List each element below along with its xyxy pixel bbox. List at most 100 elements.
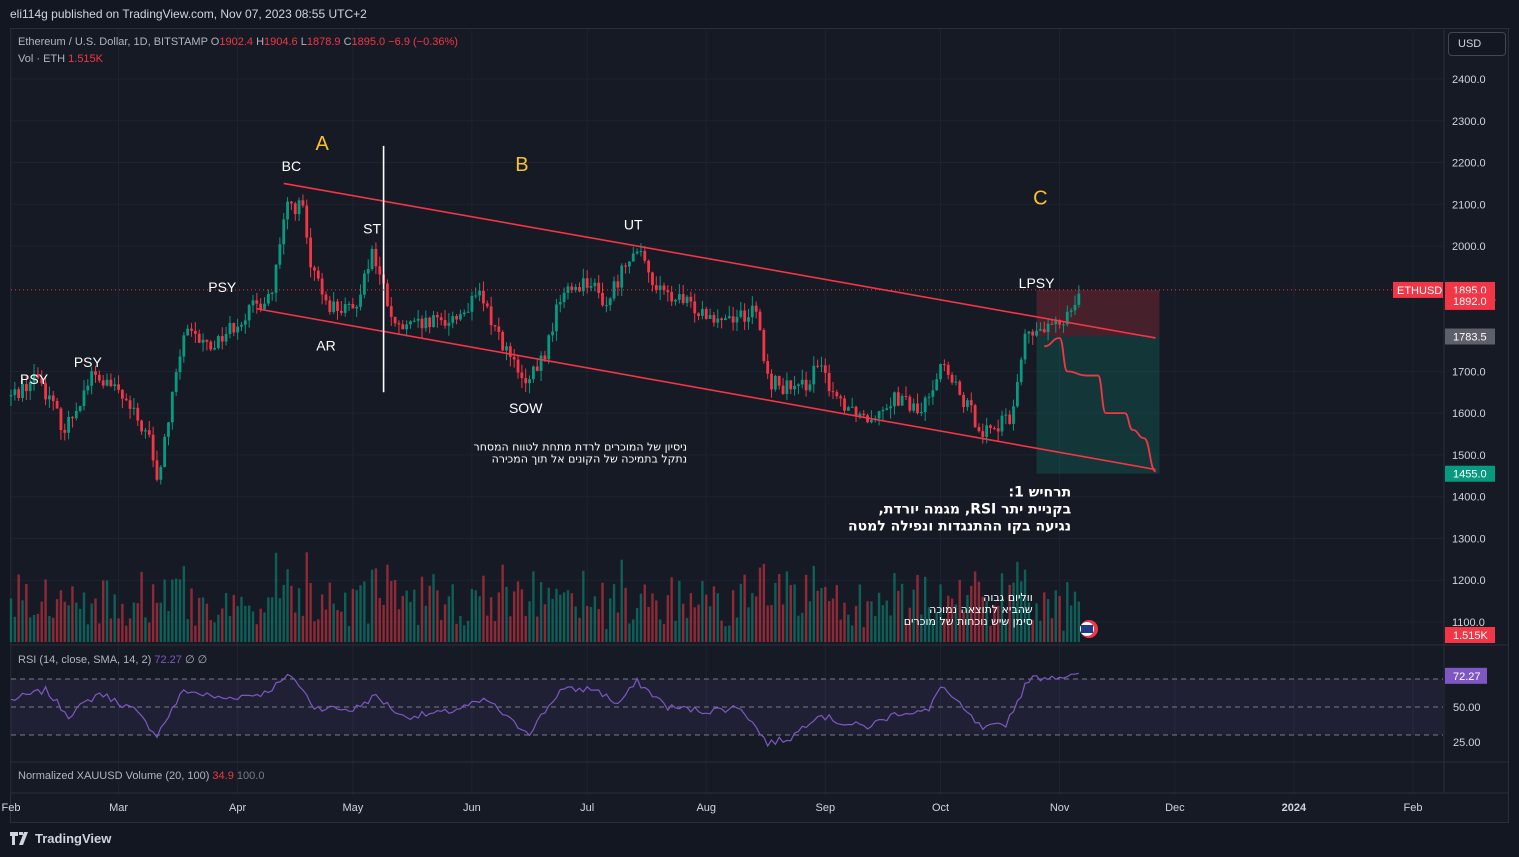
- candle-body: [120, 389, 124, 399]
- candle-body: [455, 316, 458, 320]
- candle-body: [551, 331, 554, 336]
- volume-bar: [539, 582, 543, 642]
- volume-bar: [75, 602, 78, 642]
- tradingview-logo[interactable]: TradingView: [10, 831, 111, 846]
- candle-body: [270, 292, 274, 295]
- candle-body: [1042, 329, 1046, 333]
- volume-bar: [224, 593, 228, 642]
- volume-bar: [459, 615, 462, 642]
- currency-selector[interactable]: USD: [1448, 32, 1506, 56]
- candle-body: [117, 384, 120, 390]
- candle-body: [835, 392, 839, 397]
- chart-frame: [10, 28, 1509, 823]
- candle-body: [247, 305, 251, 321]
- candle-body: [24, 383, 28, 392]
- volume-bar: [874, 616, 877, 642]
- candle-body: [86, 385, 90, 391]
- volume-bar: [574, 606, 577, 642]
- volume-bar: [370, 569, 374, 642]
- candle-body: [604, 305, 608, 307]
- low-value: 1878.9: [306, 36, 341, 48]
- volume-bar: [82, 592, 86, 642]
- candle-body: [643, 250, 647, 261]
- volume-bar: [685, 617, 689, 642]
- candle-body: [654, 285, 658, 290]
- volume-bar: [374, 568, 378, 642]
- volume-bar: [705, 594, 708, 642]
- candle-body: [205, 339, 209, 342]
- volume-bar: [36, 613, 40, 642]
- upper-channel-line: [283, 182, 1156, 339]
- volume-bar: [616, 612, 620, 642]
- volume-bar: [121, 603, 124, 642]
- candle-body: [305, 205, 309, 238]
- volume-bar: [251, 611, 255, 642]
- flag-badge-field: [1081, 625, 1093, 633]
- volume-bar: [885, 600, 888, 642]
- volume-bar: [9, 598, 13, 642]
- volume-bar: [163, 579, 166, 642]
- volume-bar: [436, 590, 439, 642]
- volume-bar: [839, 619, 842, 642]
- candle-body: [820, 365, 823, 367]
- candle-body: [966, 400, 969, 408]
- candle-body: [535, 366, 539, 371]
- candle-body: [939, 364, 942, 380]
- candle-body: [347, 303, 351, 305]
- volume-bar: [1027, 602, 1031, 642]
- volume-bar: [1062, 630, 1065, 642]
- volume-bar: [194, 625, 197, 642]
- symbol-tag-bg: [1393, 281, 1443, 298]
- volume-bar: [155, 602, 159, 642]
- candle-body: [451, 316, 455, 323]
- volume-bar: [785, 571, 789, 642]
- candle-body: [435, 315, 439, 318]
- candle-body: [593, 282, 597, 287]
- volume-bar: [324, 609, 328, 642]
- volume-bar: [1016, 561, 1019, 642]
- candle-body: [689, 296, 693, 302]
- volume-bar: [13, 616, 17, 642]
- volume-bar: [582, 570, 585, 642]
- volume-bar: [670, 577, 673, 642]
- volume-bar: [71, 586, 74, 642]
- candle-body: [301, 200, 305, 206]
- rsi-legend: RSI (14, close, SMA, 14, 2) 72.27 ∅ ∅: [18, 653, 207, 666]
- candle-body: [147, 430, 151, 435]
- volume-bar: [347, 626, 351, 642]
- volume-bar: [117, 618, 120, 642]
- volume-bar: [413, 589, 416, 642]
- annotation-label-psy: PSY: [20, 371, 49, 387]
- candle-body: [716, 318, 720, 323]
- candle-body: [443, 320, 447, 326]
- candle-body: [36, 374, 40, 379]
- candle-body: [351, 303, 355, 309]
- candle-body: [581, 278, 585, 292]
- high-label: H: [256, 36, 265, 48]
- candle-body: [9, 395, 13, 397]
- candle-body: [163, 436, 167, 467]
- candle-body: [497, 326, 501, 332]
- candle-body: [889, 406, 893, 409]
- candle-body: [105, 379, 109, 386]
- price-tag-bg: [1445, 465, 1495, 482]
- volume-bar: [935, 613, 938, 642]
- projected-path-curve: [1044, 337, 1157, 473]
- volume-bar: [774, 582, 777, 642]
- candle-body: [132, 407, 136, 409]
- rsi-value-tag: 72.27: [1453, 671, 1481, 683]
- volume-bar: [900, 583, 904, 642]
- volume-bar: [693, 607, 696, 642]
- rsi-extra: ∅ ∅: [184, 654, 208, 666]
- annotation-label-st: ST: [363, 221, 381, 237]
- candle-body: [416, 318, 420, 321]
- candle-body: [174, 372, 178, 392]
- volume-bar: [1069, 605, 1073, 642]
- volume-bar: [386, 564, 389, 642]
- candle-body: [647, 260, 651, 273]
- candle-body: [94, 371, 97, 375]
- candle-body: [750, 305, 754, 318]
- candle-body: [777, 375, 781, 386]
- volume-bar: [970, 585, 973, 642]
